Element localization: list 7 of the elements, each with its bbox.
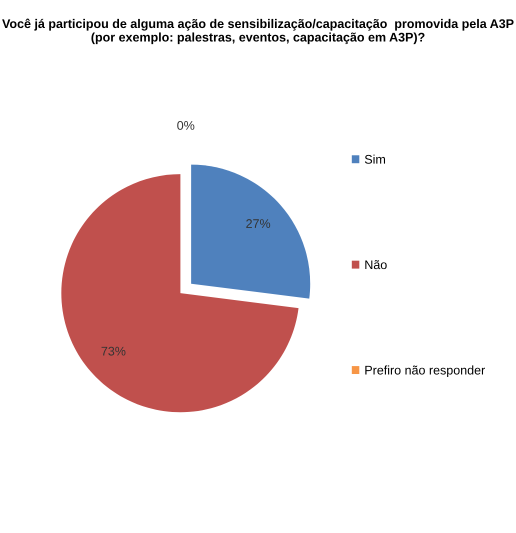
text: 0% [177, 121, 194, 130]
legend-label: Prefiro não responder [365, 365, 486, 378]
chart-title: Você já participou de alguma ação de sensibilização/capacitação promovida pela A3P (por exemplo: palestras, eventos, capacitação em A3P)? [2, 18, 514, 44]
data-label: 27% [246, 219, 270, 228]
legend-label: Sim [364, 154, 386, 164]
legend-label: Não [365, 260, 387, 270]
data-label: 73% [102, 346, 126, 356]
